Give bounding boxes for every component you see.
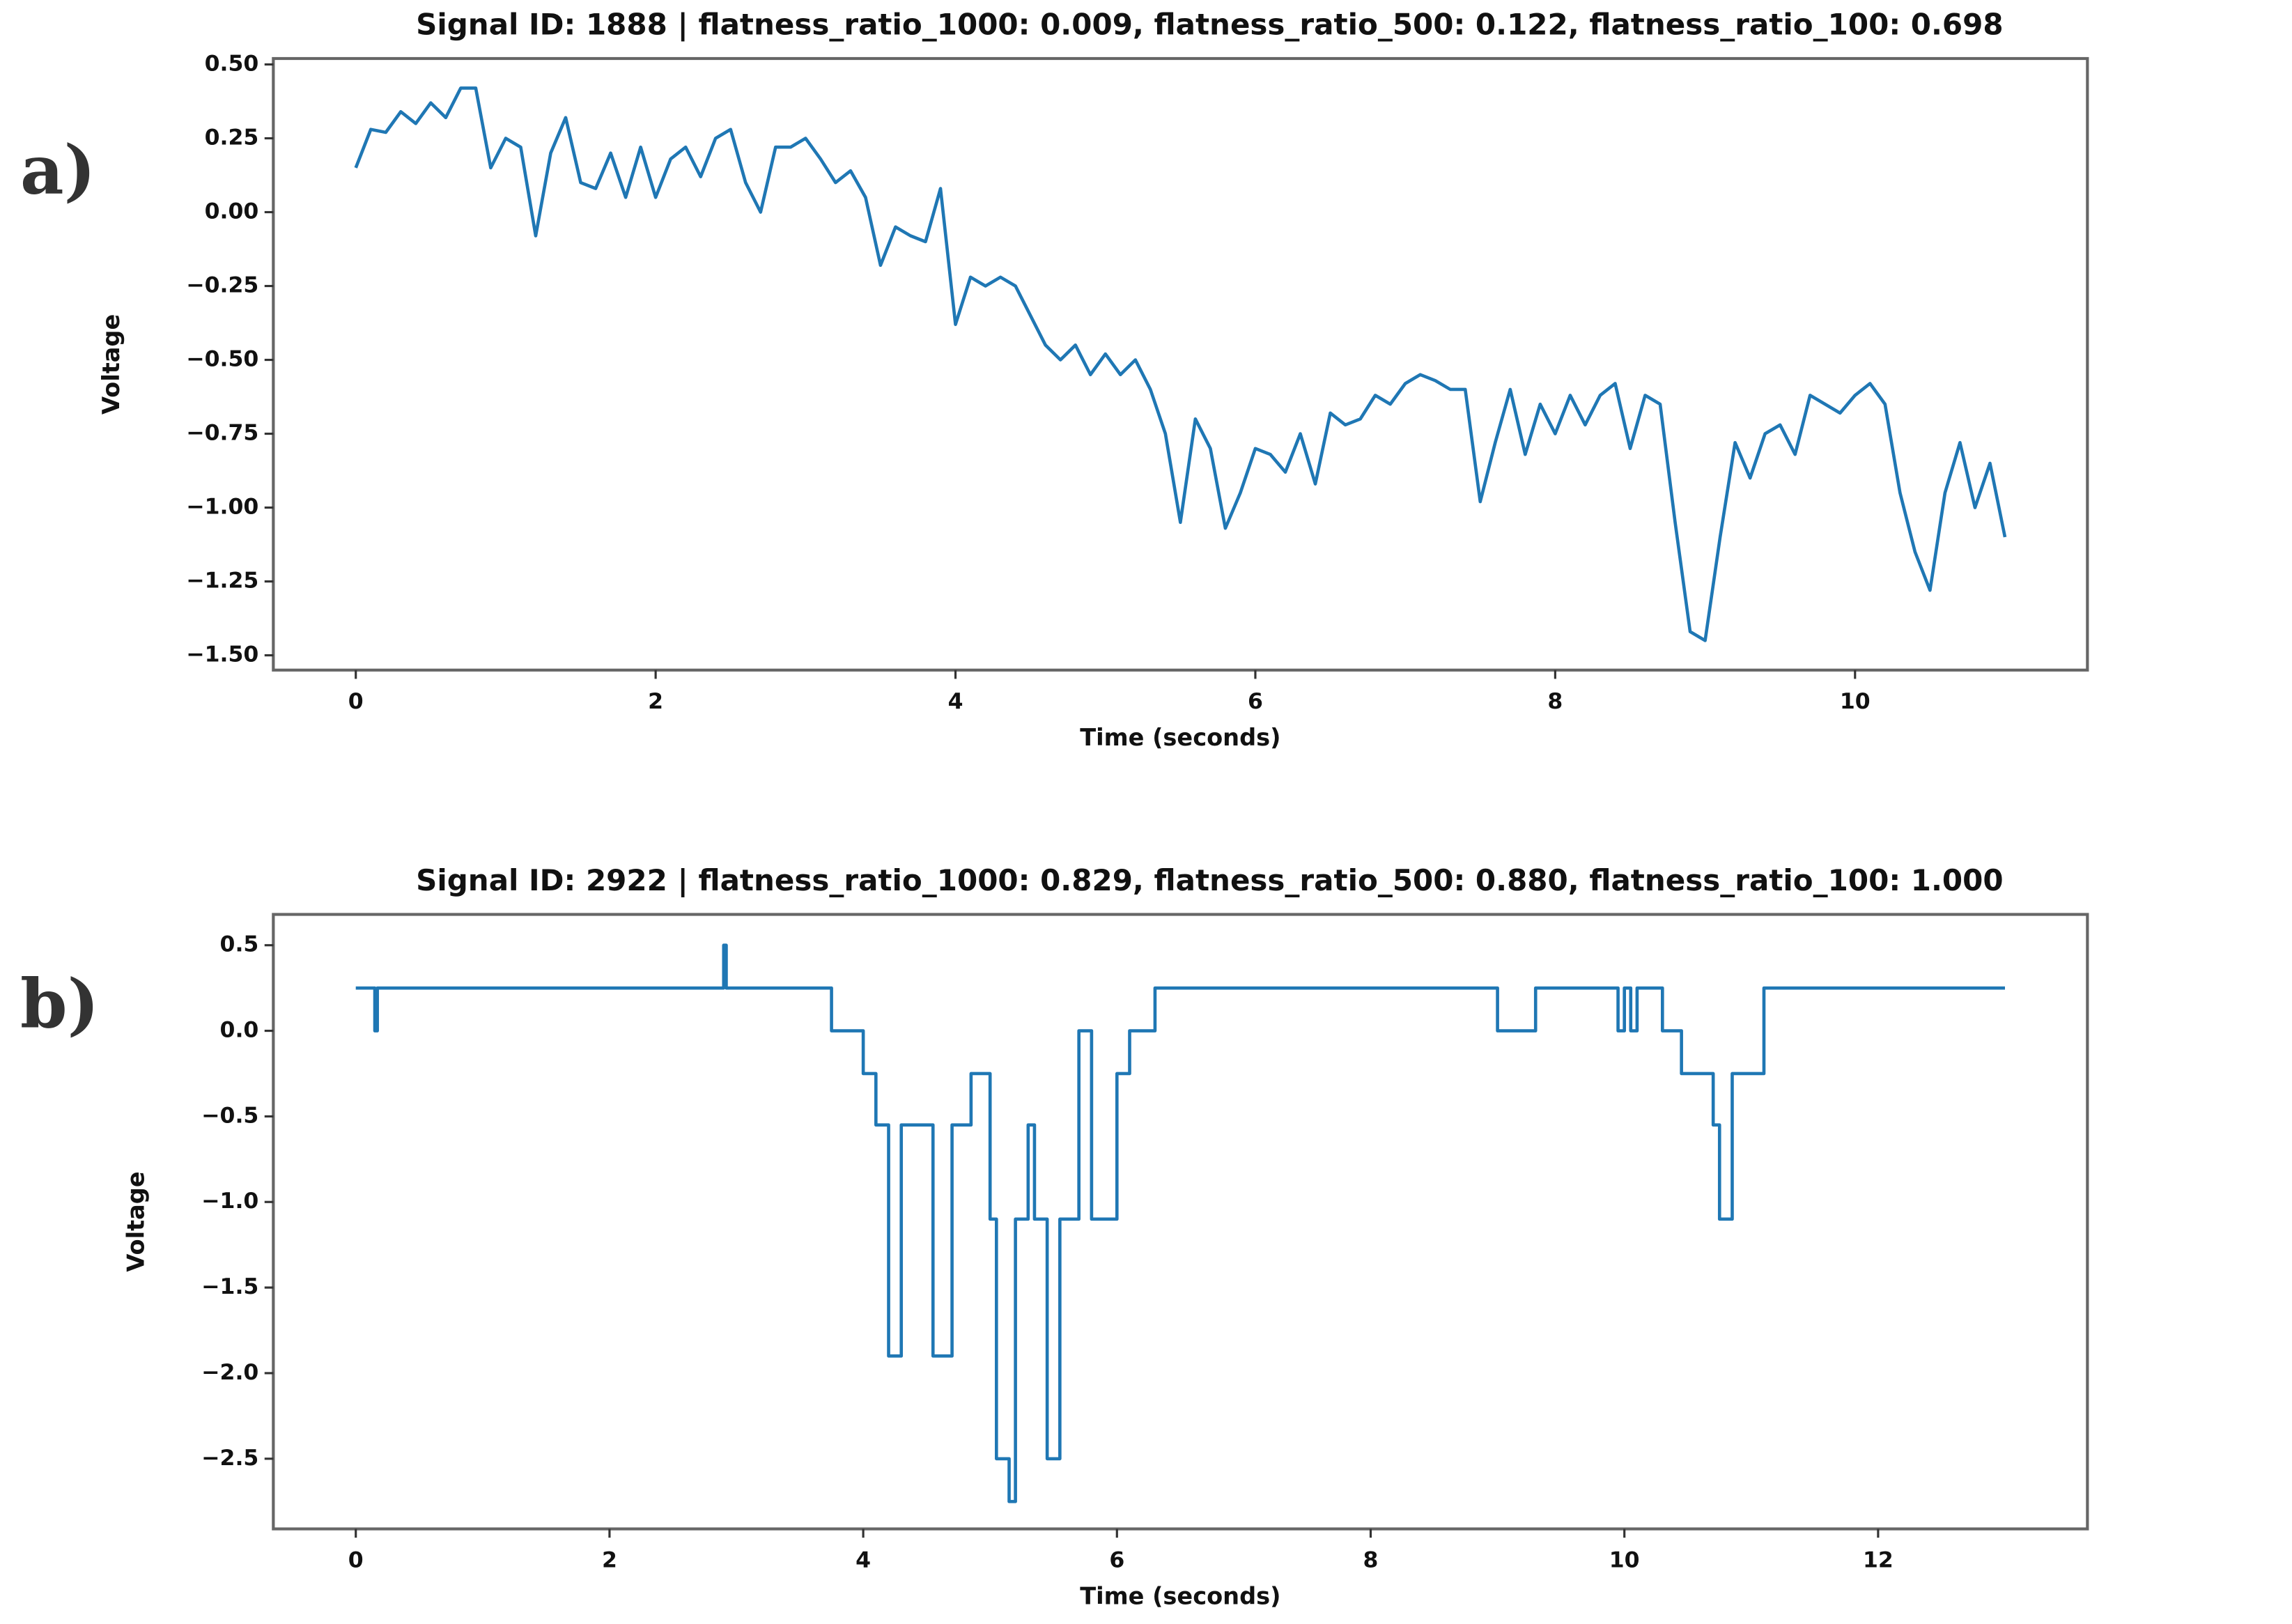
y-tick-label: −1.00 — [186, 495, 258, 520]
y-tick-label: 0.25 — [205, 125, 259, 150]
y-tick-label: 0.50 — [205, 51, 259, 76]
x-tick-label: 10 — [1609, 1548, 1640, 1573]
x-tick-label: 12 — [1863, 1548, 1894, 1573]
y-axis-label: Voltage — [123, 1171, 150, 1271]
plot-frame — [272, 913, 2089, 1531]
y-axis-label: Voltage — [98, 314, 125, 415]
chart-title: Signal ID: 1888 | flatness_ratio_1000: 0… — [416, 7, 2004, 41]
x-axis-label: Time (seconds) — [1080, 724, 1280, 751]
x-tick-label: 2 — [602, 1548, 617, 1573]
x-tick-label: 8 — [1363, 1548, 1379, 1573]
y-tick-label: 0.5 — [220, 932, 259, 957]
x-tick-label: 10 — [1840, 689, 1871, 714]
x-tick-label: 0 — [348, 689, 364, 714]
y-tick-label: −1.5 — [201, 1274, 258, 1299]
x-tick-label: 2 — [648, 689, 663, 714]
x-tick-label: 8 — [1547, 689, 1563, 714]
x-axis-label: Time (seconds) — [1080, 1583, 1280, 1610]
x-tick-label: 6 — [1109, 1548, 1124, 1573]
y-tick-label: −0.75 — [186, 421, 258, 446]
y-tick-label: 0.0 — [220, 1018, 259, 1043]
y-tick-label: −1.25 — [186, 569, 258, 594]
y-tick-label: −1.50 — [186, 642, 258, 667]
x-tick-label: 4 — [948, 689, 963, 714]
x-tick-label: 6 — [1248, 689, 1263, 714]
chart-title: Signal ID: 2922 | flatness_ratio_1000: 0… — [416, 863, 2004, 897]
x-tick-label: 0 — [348, 1548, 364, 1573]
plot-frame — [272, 56, 2089, 672]
panel-label: a) — [20, 130, 95, 209]
x-tick-label: 4 — [855, 1548, 871, 1573]
y-tick-label: −0.50 — [186, 347, 258, 372]
y-tick-label: 0.00 — [205, 199, 259, 224]
signal-line — [355, 943, 2005, 1503]
panel-label: b) — [20, 964, 99, 1043]
y-tick-label: −2.5 — [201, 1446, 258, 1471]
y-tick-label: −0.5 — [201, 1103, 258, 1128]
y-tick-label: −2.0 — [201, 1360, 258, 1385]
y-tick-label: −0.25 — [186, 273, 258, 298]
signal-line — [354, 86, 2007, 642]
y-tick-label: −1.0 — [201, 1189, 258, 1214]
